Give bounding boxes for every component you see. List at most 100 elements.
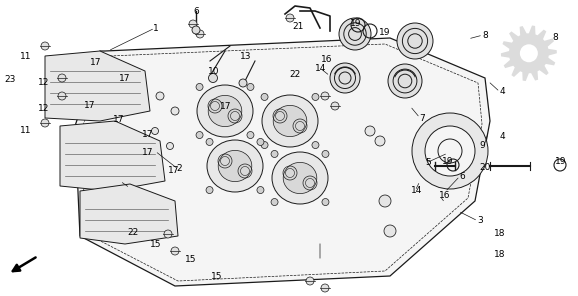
Circle shape — [206, 186, 213, 194]
Polygon shape — [60, 121, 165, 191]
Circle shape — [365, 126, 375, 136]
Text: 16: 16 — [439, 191, 451, 200]
Circle shape — [321, 284, 329, 292]
Text: 19: 19 — [379, 28, 390, 37]
Text: 15: 15 — [185, 255, 197, 263]
Text: 15: 15 — [150, 240, 162, 249]
Text: 12: 12 — [38, 78, 49, 87]
Circle shape — [156, 92, 164, 100]
Circle shape — [257, 186, 264, 194]
Ellipse shape — [208, 95, 242, 127]
Circle shape — [271, 199, 278, 205]
Ellipse shape — [272, 152, 328, 204]
Text: 1: 1 — [153, 24, 159, 33]
Circle shape — [209, 73, 217, 83]
Text: 17: 17 — [84, 101, 95, 110]
Text: 20: 20 — [480, 163, 491, 172]
Circle shape — [164, 230, 172, 238]
Text: 19: 19 — [350, 19, 361, 28]
Text: 17: 17 — [142, 130, 153, 139]
Ellipse shape — [218, 150, 252, 182]
Circle shape — [306, 277, 314, 285]
Circle shape — [58, 74, 66, 82]
Text: 14: 14 — [315, 64, 327, 73]
Text: 4: 4 — [500, 87, 506, 96]
Ellipse shape — [283, 163, 317, 194]
Text: 17: 17 — [142, 148, 153, 157]
Circle shape — [321, 92, 329, 100]
Circle shape — [322, 199, 329, 205]
Polygon shape — [501, 25, 557, 81]
Text: 5: 5 — [425, 158, 431, 167]
Polygon shape — [80, 184, 178, 244]
Text: 13: 13 — [240, 52, 251, 61]
Text: 17: 17 — [168, 166, 179, 175]
Circle shape — [196, 131, 203, 139]
Circle shape — [261, 94, 268, 100]
Text: 17: 17 — [90, 58, 101, 67]
Circle shape — [151, 128, 158, 134]
Circle shape — [339, 18, 371, 50]
Circle shape — [171, 247, 179, 255]
Text: 19: 19 — [442, 157, 454, 166]
Text: 11: 11 — [20, 126, 32, 135]
Text: 11: 11 — [20, 52, 32, 61]
Text: 19: 19 — [555, 157, 566, 166]
Circle shape — [438, 139, 462, 163]
Circle shape — [58, 92, 66, 100]
Text: parts: parts — [127, 120, 283, 172]
Circle shape — [375, 136, 385, 146]
Circle shape — [261, 141, 268, 149]
Text: 17: 17 — [113, 115, 124, 124]
Text: 8: 8 — [483, 31, 488, 40]
Circle shape — [331, 102, 339, 110]
Text: 12: 12 — [38, 104, 49, 112]
Polygon shape — [45, 51, 150, 121]
Text: 23: 23 — [5, 75, 16, 84]
Circle shape — [425, 126, 475, 176]
Text: 16: 16 — [321, 55, 332, 64]
Circle shape — [312, 94, 319, 100]
Circle shape — [384, 225, 396, 237]
Text: 18: 18 — [494, 250, 506, 259]
Circle shape — [312, 141, 319, 149]
Circle shape — [247, 83, 254, 91]
Circle shape — [388, 64, 422, 98]
Circle shape — [330, 63, 360, 93]
Circle shape — [41, 42, 49, 50]
Text: 15: 15 — [211, 272, 223, 281]
Circle shape — [41, 119, 49, 127]
Text: 17: 17 — [220, 102, 231, 111]
Circle shape — [322, 150, 329, 157]
Text: 17: 17 — [118, 74, 130, 83]
Polygon shape — [75, 38, 490, 286]
Text: 6: 6 — [460, 172, 465, 181]
Text: 9: 9 — [480, 141, 486, 149]
Circle shape — [257, 139, 264, 145]
Text: 2: 2 — [176, 164, 182, 173]
Text: 22: 22 — [289, 70, 301, 78]
Text: fiche: fiche — [98, 170, 244, 222]
Circle shape — [412, 113, 488, 189]
Circle shape — [171, 107, 179, 115]
Circle shape — [206, 139, 213, 145]
Ellipse shape — [273, 105, 307, 136]
Ellipse shape — [262, 95, 318, 147]
Text: 22: 22 — [127, 228, 139, 237]
Circle shape — [247, 131, 254, 139]
Ellipse shape — [197, 85, 253, 137]
Circle shape — [520, 44, 538, 62]
Circle shape — [271, 150, 278, 157]
Text: 18: 18 — [494, 229, 506, 238]
Circle shape — [239, 79, 247, 87]
Text: 6: 6 — [194, 7, 199, 16]
Circle shape — [166, 142, 173, 149]
Circle shape — [196, 30, 204, 38]
Text: 21: 21 — [292, 22, 303, 31]
Circle shape — [196, 83, 203, 91]
Text: 4: 4 — [500, 132, 506, 141]
Circle shape — [192, 26, 200, 34]
Text: 3: 3 — [477, 216, 483, 225]
Ellipse shape — [207, 140, 263, 192]
Circle shape — [379, 195, 391, 207]
